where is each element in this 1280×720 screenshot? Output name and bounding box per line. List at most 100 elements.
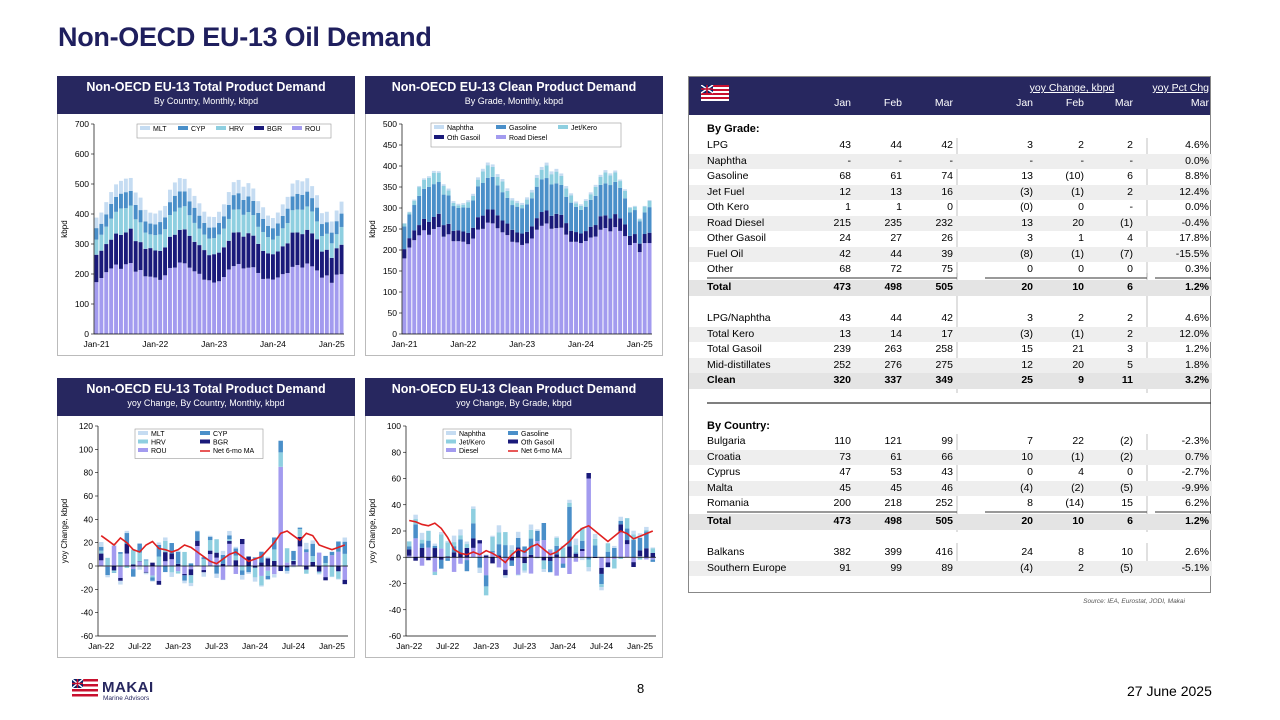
- cell-value: 0: [1127, 466, 1133, 478]
- cell-value: 68: [839, 263, 851, 275]
- bar-segment: [123, 208, 128, 233]
- row-label: Oth Kero: [707, 201, 750, 213]
- bar-segment: [422, 188, 427, 219]
- cell-value: -: [898, 154, 903, 167]
- bar-segment: [471, 538, 476, 548]
- table-row: Oth Kero 1 1 0 (0) 0 - 0.0%: [689, 200, 1212, 216]
- table-row: Croatia 73 61 66 10 (1) (2) 0.7%: [689, 449, 1212, 465]
- bar-segment: [510, 229, 515, 242]
- bar-segment: [547, 557, 553, 561]
- cell-value: 99: [890, 561, 902, 574]
- bar-segment: [315, 195, 319, 208]
- bar-segment: [451, 552, 457, 558]
- bar-segment: [647, 200, 652, 201]
- bar-segment: [220, 563, 226, 566]
- legend-label: Naphtha: [447, 125, 474, 132]
- bar-segment: [476, 229, 480, 334]
- bar-segment: [329, 551, 335, 556]
- bar-segment: [111, 545, 117, 566]
- cell-value: 42: [941, 312, 953, 324]
- bar-segment: [458, 557, 463, 564]
- bar-segment: [515, 547, 521, 558]
- cell-value: (1): [1071, 185, 1084, 198]
- bar-segment: [266, 215, 270, 227]
- bar-segment: [124, 533, 130, 545]
- bar-segment: [214, 552, 219, 558]
- x-tick-label: Jan-22: [396, 641, 422, 651]
- legend-label: Net 6-mo MA: [521, 448, 563, 455]
- bar-segment: [246, 196, 251, 213]
- bar-segment: [632, 242, 637, 334]
- bar-segment: [631, 557, 636, 563]
- table-row: LPG 43 44 42 3 2 2 4.6%: [689, 138, 1212, 154]
- bar-segment: [586, 559, 591, 568]
- bar-segment: [422, 178, 427, 180]
- bar-segment: [439, 557, 444, 560]
- bar-segment: [187, 188, 192, 202]
- cell-value: 15: [1121, 497, 1133, 509]
- bar-segment: [509, 545, 515, 550]
- bar-segment: [109, 192, 114, 204]
- cell-value: 1.2%: [1185, 515, 1209, 527]
- bar-segment: [446, 190, 451, 196]
- y-tick-label: 350: [383, 182, 397, 192]
- bar-segment: [266, 226, 270, 238]
- cell-value: 1.2%: [1185, 281, 1209, 293]
- bar-segment: [612, 557, 617, 560]
- bar-segment: [278, 566, 283, 572]
- bar-segment: [583, 199, 588, 201]
- bar-segment: [300, 209, 305, 235]
- bar-segment: [300, 267, 305, 334]
- cell-value: -: [1029, 154, 1034, 167]
- bar-segment: [644, 526, 649, 531]
- bar-segment: [231, 266, 236, 334]
- cell-value: (4): [1020, 561, 1033, 574]
- cell-value: (5): [1120, 481, 1133, 494]
- x-tick-label: Jan-25: [627, 339, 653, 349]
- bar-segment: [637, 243, 642, 253]
- x-tick-label: Jul-22: [436, 641, 459, 651]
- bar-segment: [329, 566, 335, 577]
- cell-value: 235: [884, 216, 902, 229]
- x-tick-label: Jan-21: [83, 339, 109, 349]
- chart-header: Non-OECD EU-13 Clean Product Demand yoy …: [365, 378, 663, 416]
- bar-segment: [251, 267, 256, 334]
- bar-segment: [476, 179, 480, 187]
- bar-segment: [217, 211, 221, 223]
- bar-segment: [207, 540, 213, 551]
- bar-segment: [275, 277, 280, 334]
- bar-segment: [227, 541, 232, 544]
- chart-total-by-country: Non-OECD EU-13 Total Product Demand By C…: [57, 76, 355, 356]
- bar-segment: [529, 192, 534, 199]
- bar-segment: [169, 572, 174, 577]
- bar-segment: [310, 198, 315, 212]
- cell-value: 27: [890, 232, 902, 244]
- bar-segment: [483, 575, 489, 587]
- cell-value: 498: [884, 515, 902, 527]
- bar-segment: [586, 557, 591, 560]
- bar-segment: [623, 224, 627, 237]
- bar-segment: [192, 271, 197, 334]
- bar-segment: [300, 181, 305, 195]
- bar-segment: [265, 575, 271, 580]
- bar-segment: [252, 577, 258, 582]
- bar-segment: [246, 233, 251, 268]
- bar-segment: [483, 557, 489, 576]
- bar-segment: [187, 267, 192, 334]
- bar-segment: [114, 264, 119, 334]
- cell-value: 72: [890, 263, 902, 275]
- bar-segment: [567, 502, 572, 508]
- bar-segment: [99, 212, 104, 224]
- bar-segment: [310, 266, 315, 334]
- bar-segment: [197, 245, 202, 274]
- bar-segment: [632, 210, 637, 235]
- bar-segment: [202, 234, 207, 251]
- bar-segment: [407, 211, 412, 213]
- bar-segment: [583, 200, 588, 207]
- bar-segment: [156, 556, 162, 566]
- bar-segment: [217, 234, 221, 253]
- cell-value: 1.2%: [1185, 343, 1209, 355]
- bar-segment: [163, 552, 168, 562]
- bar-segment: [138, 270, 143, 334]
- cell-value: (2): [1071, 481, 1084, 494]
